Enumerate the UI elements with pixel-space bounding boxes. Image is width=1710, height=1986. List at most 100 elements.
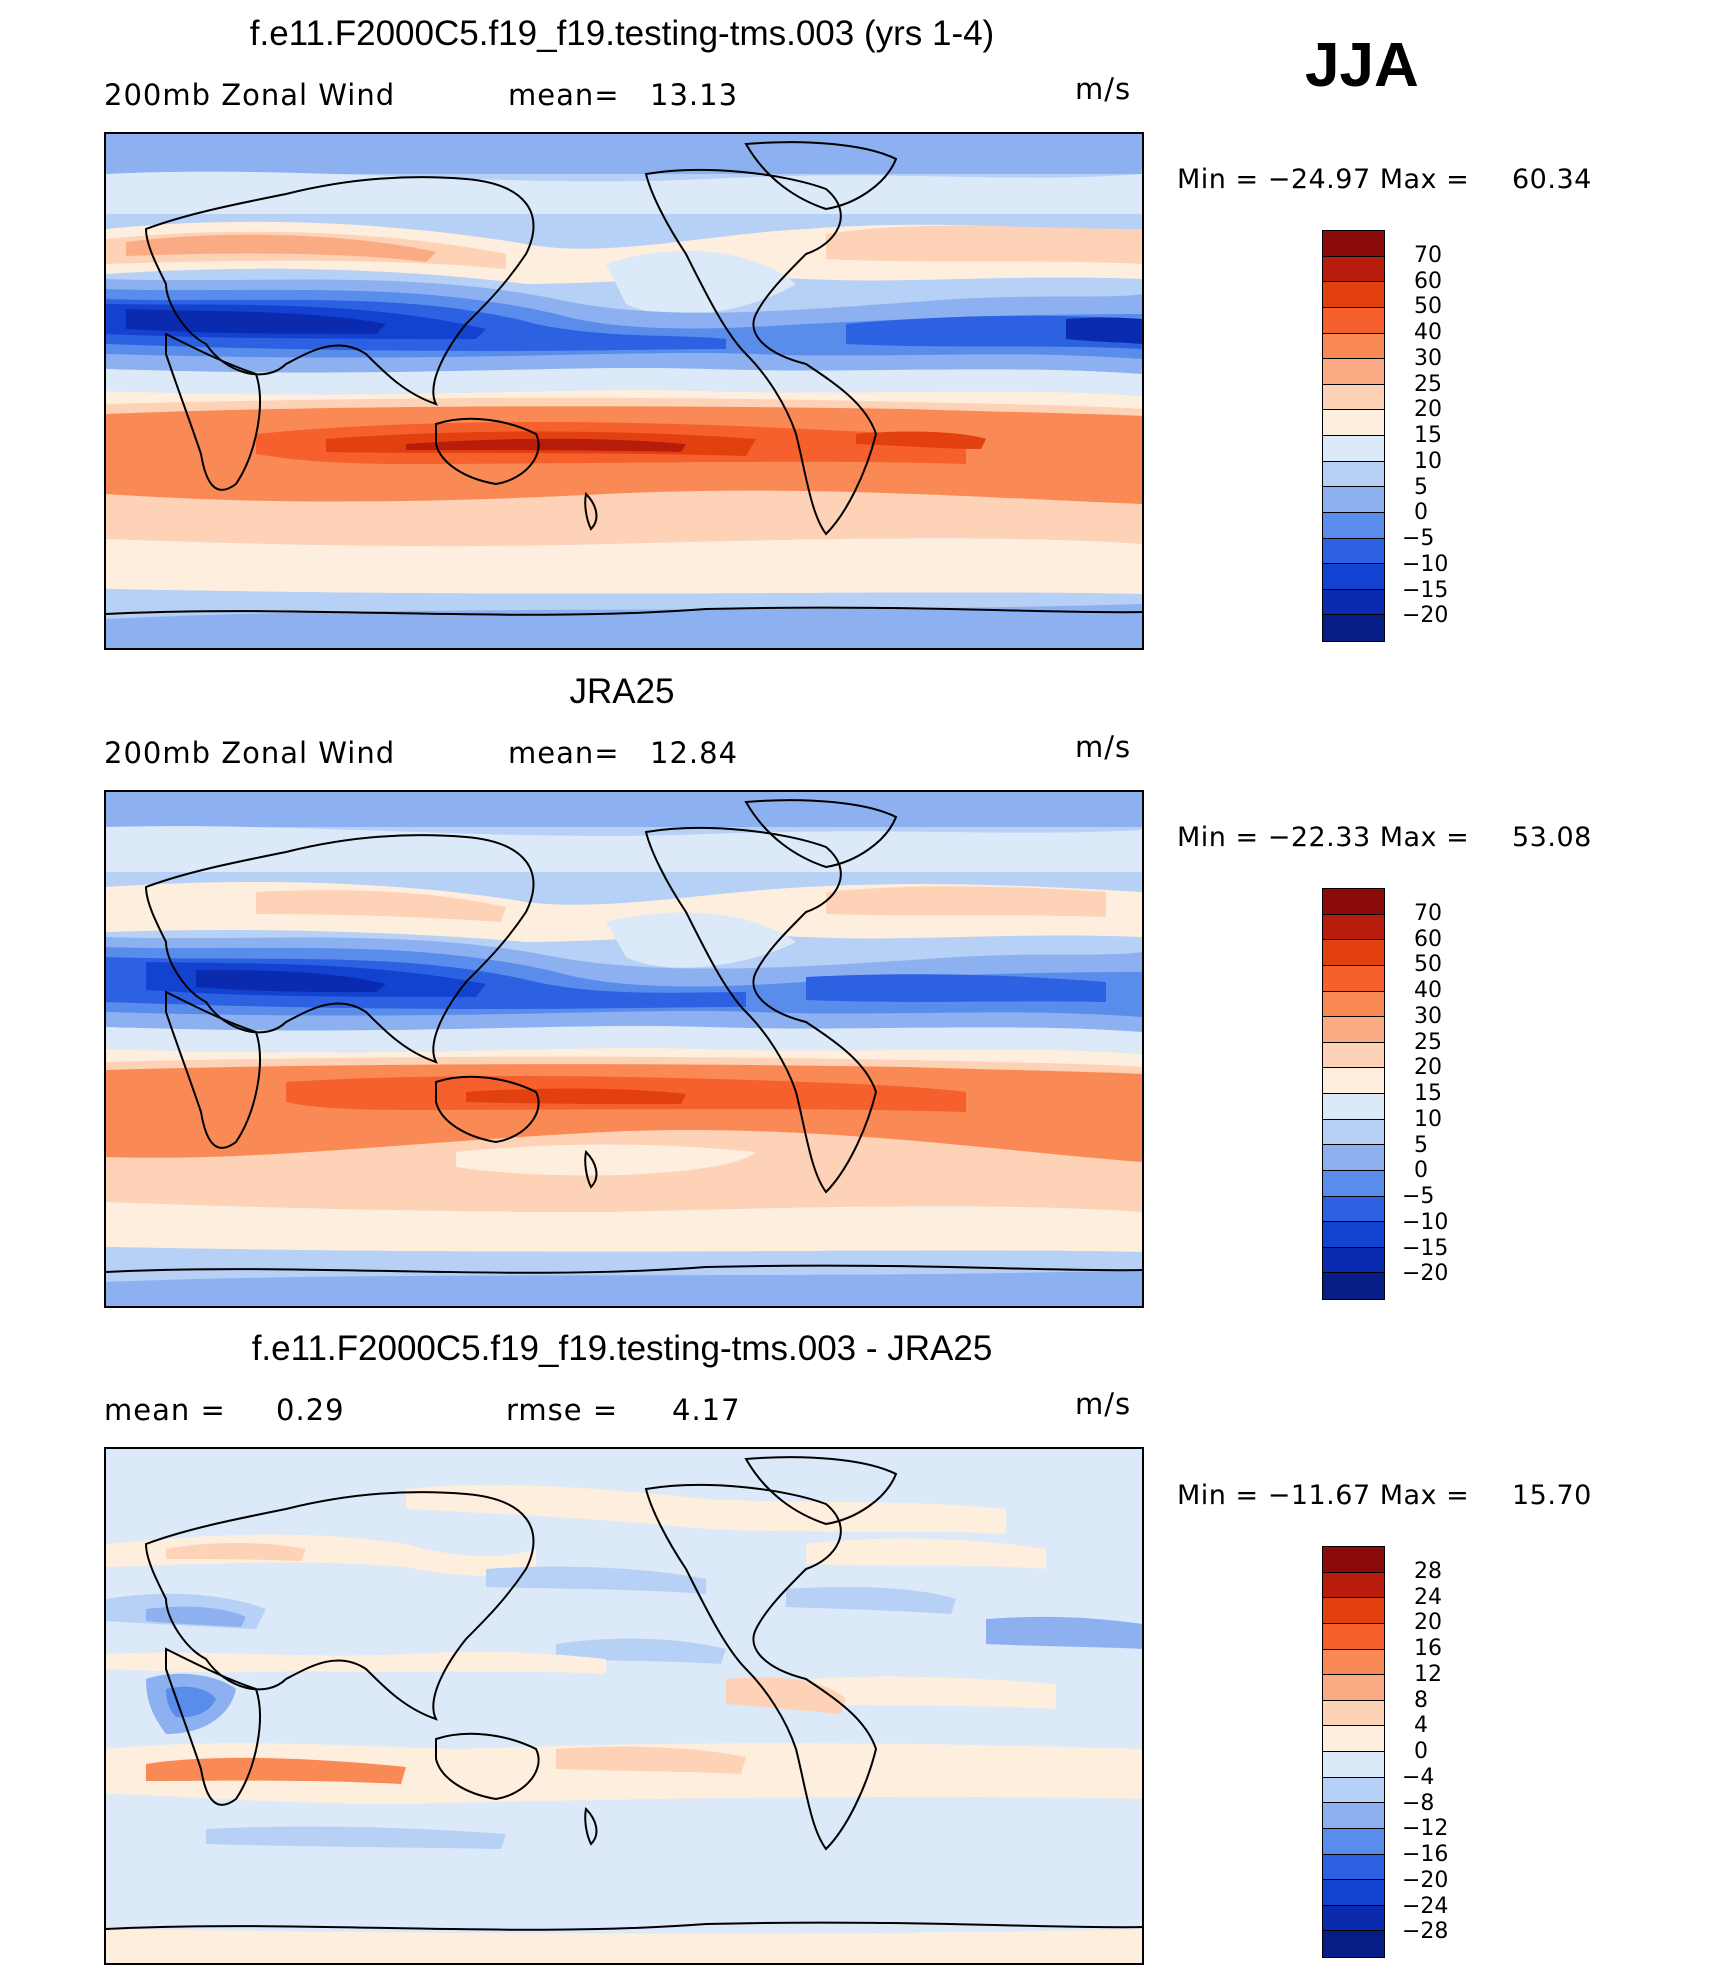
- colorbar-tick-label: −15: [1402, 1235, 1449, 1261]
- colorbar-swatch: [1323, 589, 1384, 616]
- colorbar-tick-label: 50: [1414, 294, 1442, 320]
- colorbar-swatch: [1323, 512, 1384, 539]
- colorbar-tick-label: 40: [1414, 978, 1442, 1003]
- colorbar-swatch: [1323, 487, 1384, 513]
- colorbar-swatch: [1323, 965, 1384, 992]
- colorbar-swatch: [1323, 1068, 1384, 1094]
- panel1-colorbar: [1322, 230, 1385, 642]
- panel3-mean-value: 0.29: [276, 1393, 345, 1427]
- colorbar-tick-label: −10: [1402, 1209, 1449, 1235]
- colorbar-tick-label: −20: [1402, 603, 1449, 629]
- colorbar-swatch: [1323, 461, 1384, 488]
- colorbar-tick-label: −15: [1402, 577, 1449, 603]
- panel3-contour-field: [106, 1449, 1142, 1963]
- colorbar-swatch: [1323, 1752, 1384, 1778]
- colorbar-tick-label: 0: [1414, 1739, 1428, 1764]
- colorbar-tick-label: 50: [1414, 952, 1442, 978]
- colorbar-tick-label: −24: [1402, 1893, 1449, 1919]
- colorbar-swatch: [1323, 307, 1384, 334]
- colorbar-swatch: [1323, 1222, 1384, 1248]
- colorbar-swatch: [1323, 282, 1384, 308]
- colorbar-tick-label: −16: [1402, 1842, 1449, 1867]
- colorbar-tick-label: −20: [1402, 1867, 1449, 1893]
- panel1-coastlines: [106, 141, 1142, 616]
- colorbar-swatch: [1323, 1017, 1384, 1043]
- panel3-max-value: 15.70: [1512, 1480, 1592, 1511]
- colorbar-swatch: [1323, 1649, 1384, 1676]
- panel2-max-value: 53.08: [1512, 822, 1592, 853]
- panel1-max-value: 60.34: [1512, 164, 1592, 195]
- colorbar-tick-label: 10: [1414, 1106, 1442, 1132]
- colorbar-swatch: [1323, 1547, 1384, 1573]
- colorbar-tick-label: 15: [1414, 423, 1442, 448]
- colorbar-tick-label: −12: [1402, 1816, 1449, 1842]
- colorbar-swatch: [1323, 615, 1384, 641]
- colorbar-tick-label: 12: [1414, 1661, 1442, 1687]
- colorbar-tick-label: 10: [1414, 448, 1442, 474]
- panel1-variable-label: 200mb Zonal Wind: [104, 78, 396, 112]
- colorbar-swatch: [1323, 1623, 1384, 1650]
- colorbar-swatch: [1323, 359, 1384, 385]
- colorbar-swatch: [1323, 1803, 1384, 1829]
- colorbar-swatch: [1323, 1905, 1384, 1932]
- colorbar-swatch: [1323, 538, 1384, 565]
- panel2-variable-label: 200mb Zonal Wind: [104, 736, 396, 770]
- colorbar-tick-label: 20: [1414, 1610, 1442, 1636]
- colorbar-tick-label: −4: [1402, 1764, 1435, 1790]
- colorbar-swatch: [1323, 1675, 1384, 1701]
- colorbar-swatch: [1323, 1572, 1384, 1599]
- colorbar-tick-label: −8: [1402, 1790, 1435, 1816]
- colorbar-swatch: [1323, 1196, 1384, 1223]
- colorbar-tick-label: 0: [1414, 500, 1428, 526]
- colorbar-tick-label: 28: [1414, 1558, 1442, 1584]
- colorbar-tick-label: −28: [1402, 1919, 1449, 1945]
- panel2-contour-field: [106, 792, 1142, 1306]
- colorbar-swatch: [1323, 410, 1384, 436]
- colorbar-tick-label: 24: [1414, 1584, 1442, 1610]
- colorbar-tick-label: 70: [1414, 242, 1442, 268]
- panel2-title: JRA25: [569, 672, 675, 711]
- colorbar-swatch: [1323, 1042, 1384, 1069]
- panel1-title: f.e11.F2000C5.f19_f19.testing-tms.003 (y…: [249, 14, 995, 53]
- panel3-colorbar: [1322, 1546, 1385, 1958]
- colorbar-tick-label: −20: [1402, 1261, 1449, 1287]
- colorbar-tick-label: 60: [1414, 926, 1442, 952]
- colorbar-tick-label: 25: [1414, 1029, 1442, 1055]
- colorbar-swatch: [1323, 1094, 1384, 1120]
- colorbar-tick-label: 60: [1414, 268, 1442, 294]
- colorbar-swatch: [1323, 1598, 1384, 1624]
- panel2-mean-value: 12.84: [650, 736, 739, 770]
- colorbar-swatch: [1323, 1247, 1384, 1274]
- panel3-min-max-label: Min = −11.67 Max =: [1177, 1480, 1470, 1511]
- panel3-rmse-label: rmse =: [506, 1393, 619, 1427]
- panel2-mean-label: mean=: [508, 736, 620, 770]
- colorbar-tick-label: −10: [1402, 551, 1449, 577]
- colorbar-swatch: [1323, 231, 1384, 257]
- colorbar-tick-label: 16: [1414, 1636, 1442, 1661]
- panel3-units: m/s: [1075, 1387, 1132, 1421]
- panel1-contour-field: [106, 134, 1142, 648]
- colorbar-tick-label: 8: [1414, 1687, 1428, 1713]
- panel1-units: m/s: [1075, 72, 1132, 106]
- colorbar-tick-label: 20: [1414, 397, 1442, 423]
- colorbar-swatch: [1323, 1726, 1384, 1752]
- colorbar-tick-label: −5: [1402, 1184, 1435, 1209]
- panel2-coastlines: [106, 799, 1142, 1274]
- colorbar-swatch: [1323, 1777, 1384, 1804]
- colorbar-swatch: [1323, 1880, 1384, 1906]
- colorbar-swatch: [1323, 1119, 1384, 1146]
- panel2-units: m/s: [1075, 730, 1132, 764]
- panel1-mean-value: 13.13: [650, 78, 739, 112]
- panel1-min-max-label: Min = −24.97 Max =: [1177, 164, 1470, 195]
- colorbar-swatch: [1323, 564, 1384, 590]
- colorbar-swatch: [1323, 991, 1384, 1018]
- colorbar-swatch: [1323, 256, 1384, 283]
- panel1-map: [104, 132, 1144, 650]
- colorbar-swatch: [1323, 384, 1384, 411]
- colorbar-tick-label: 4: [1414, 1713, 1428, 1739]
- panel2-min-max-label: Min = −22.33 Max =: [1177, 822, 1470, 853]
- colorbar-tick-label: 30: [1414, 345, 1442, 371]
- colorbar-tick-label: 30: [1414, 1003, 1442, 1029]
- panel2-colorbar: [1322, 888, 1385, 1300]
- colorbar-swatch: [1323, 889, 1384, 915]
